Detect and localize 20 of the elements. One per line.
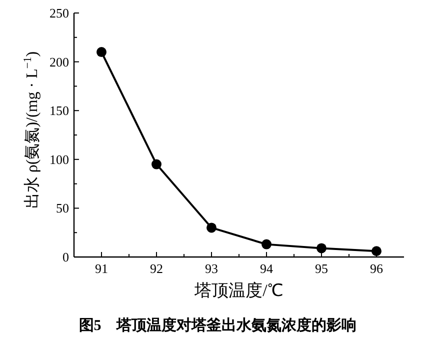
y-tick-label: 200 <box>50 54 69 70</box>
y-tick-label: 0 <box>62 250 69 264</box>
point <box>96 47 106 58</box>
x-tick-label: 96 <box>370 261 384 276</box>
x-tick-label: 94 <box>260 261 274 276</box>
x-axis-title: 塔顶温度/℃ <box>194 281 284 300</box>
point <box>316 243 326 254</box>
caption: 图5 塔顶温度对塔釜出水氨氮浓度的影响 <box>78 316 356 334</box>
point <box>152 159 162 170</box>
point <box>372 246 382 256</box>
y-tick-label: 50 <box>56 200 69 216</box>
x-tick-label: 91 <box>95 261 108 276</box>
x-tick-label: 92 <box>150 261 163 276</box>
point <box>262 239 272 250</box>
x-tick-label: 95 <box>315 261 328 276</box>
y-tick-label: 250 <box>50 6 69 20</box>
x-tick-label: 93 <box>205 261 218 276</box>
y-tick-label: 100 <box>50 152 69 167</box>
y-tick-label: 150 <box>50 103 69 118</box>
point <box>206 222 216 233</box>
